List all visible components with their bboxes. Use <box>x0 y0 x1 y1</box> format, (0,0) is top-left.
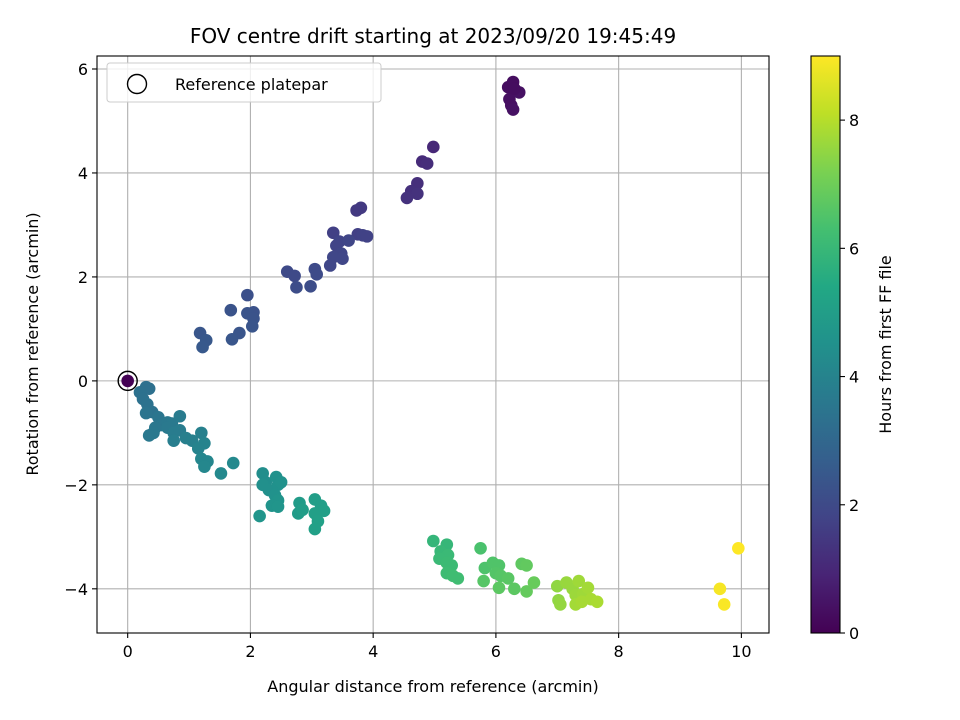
x-axis-label: Angular distance from reference (arcmin) <box>267 677 598 696</box>
data-point <box>590 595 604 609</box>
data-point <box>224 303 238 317</box>
data-point <box>451 572 465 585</box>
plot-frame <box>96 55 770 634</box>
y-tick-label: 6 <box>78 60 88 79</box>
y-tick-label: −4 <box>64 580 88 599</box>
data-point <box>506 103 520 116</box>
data-point <box>411 187 424 201</box>
legend-entry-label: Reference platepar <box>175 75 328 94</box>
colorbar-tick-label: 0 <box>849 624 859 643</box>
data-point <box>191 442 205 455</box>
data-point <box>581 581 595 595</box>
data-point <box>241 288 254 302</box>
data-point <box>326 226 340 240</box>
data-point <box>167 434 181 447</box>
data-point <box>253 509 266 523</box>
data-point <box>400 191 414 205</box>
colorbar: 0 2 4 6 8 Hours from first FF file <box>810 55 895 643</box>
x-tick-label: 6 <box>491 642 501 661</box>
x-axis-ticks: 0 2 4 6 8 10 <box>123 633 752 661</box>
data-point <box>350 204 363 217</box>
colorbar-tick-label: 2 <box>849 496 859 515</box>
x-tick-label: 0 <box>123 642 133 661</box>
data-point <box>226 456 240 470</box>
data-point <box>427 534 440 548</box>
data-point <box>477 574 490 588</box>
data-point <box>198 460 211 473</box>
data-point <box>196 340 209 354</box>
data-point <box>420 157 434 170</box>
data-point <box>214 467 228 480</box>
data-point <box>245 320 259 333</box>
colorbar-tick-label: 4 <box>849 368 859 387</box>
legend-marker-icon <box>126 73 148 95</box>
legend-box <box>106 62 382 103</box>
data-point <box>308 522 322 536</box>
data-point <box>121 374 134 388</box>
data-point <box>142 429 156 442</box>
colorbar-tick-label: 6 <box>849 239 859 258</box>
y-tick-label: 2 <box>78 268 88 287</box>
data-point <box>271 500 285 513</box>
data-point <box>717 598 731 611</box>
data-point <box>139 406 153 420</box>
data-point <box>225 333 239 346</box>
data-point <box>336 252 349 266</box>
data-point <box>342 234 355 247</box>
data-point <box>360 230 374 243</box>
y-tick-label: 4 <box>78 164 88 183</box>
data-point <box>427 140 440 154</box>
colorbar-tick-label: 8 <box>849 111 859 130</box>
data-point <box>323 259 337 272</box>
data-point <box>290 281 303 294</box>
data-point <box>288 269 301 283</box>
data-point <box>520 559 533 572</box>
x-tick-label: 2 <box>245 642 255 661</box>
x-tick-label: 8 <box>614 642 624 661</box>
y-tick-label: −2 <box>64 476 88 495</box>
y-axis-label: Rotation from reference (arcmin) <box>23 212 42 475</box>
legend: Reference platepar <box>106 62 382 103</box>
data-point <box>520 585 533 598</box>
colorbar-label: Hours from first FF file <box>876 255 895 434</box>
data-point <box>304 279 317 293</box>
points-layer <box>117 75 745 611</box>
data-point <box>474 541 487 555</box>
x-tick-label: 4 <box>368 642 378 661</box>
colorbar-gradient <box>811 56 840 633</box>
data-point <box>492 581 506 595</box>
data-point <box>713 582 727 596</box>
data-point <box>310 268 324 281</box>
data-point <box>173 409 187 423</box>
data-point <box>508 582 521 596</box>
data-point <box>732 541 745 555</box>
colorbar-ticks: 0 2 4 6 8 <box>840 111 859 643</box>
x-tick-label: 10 <box>731 642 751 661</box>
data-point <box>572 574 586 588</box>
chart-title: FOV centre drift starting at 2023/09/20 … <box>190 24 676 48</box>
data-point <box>501 572 515 585</box>
colorbar-frame <box>810 55 841 634</box>
data-point <box>296 503 309 517</box>
y-tick-label: 0 <box>78 372 88 391</box>
data-point <box>508 82 521 96</box>
y-axis-ticks: −4 −2 0 2 4 6 <box>64 60 97 599</box>
data-point <box>554 598 567 611</box>
data-point <box>527 576 541 589</box>
data-point <box>195 426 208 440</box>
reference-platepar-marker <box>117 370 138 392</box>
data-point <box>274 475 288 489</box>
